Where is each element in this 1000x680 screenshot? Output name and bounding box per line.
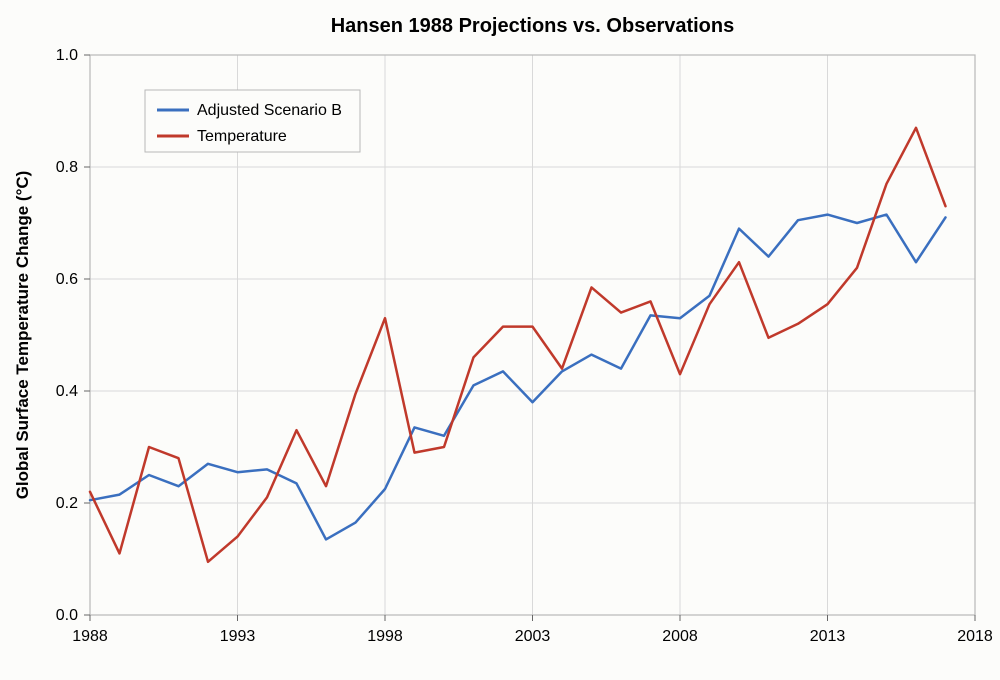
x-tick-label: 2008 (662, 628, 698, 645)
y-tick-label: 0.0 (56, 607, 78, 624)
line-chart: Hansen 1988 Projections vs. Observations… (0, 0, 1000, 680)
y-tick-label: 0.4 (56, 383, 78, 400)
y-tick-label: 1.0 (56, 47, 78, 64)
x-tick-label: 1988 (72, 628, 108, 645)
legend-label: Adjusted Scenario B (197, 102, 342, 119)
x-tick-label: 1998 (367, 628, 403, 645)
x-tick-label: 2013 (810, 628, 846, 645)
x-tick-label: 1993 (220, 628, 256, 645)
y-axis-label: Global Surface Temperature Change (°C) (13, 171, 32, 500)
y-tick-label: 0.6 (56, 271, 78, 288)
legend: Adjusted Scenario B Temperature (145, 90, 360, 152)
chart-title: Hansen 1988 Projections vs. Observations (331, 15, 735, 37)
chart-svg: Hansen 1988 Projections vs. Observations… (0, 0, 1000, 680)
x-tick-label: 2018 (957, 628, 993, 645)
y-tick-label: 0.8 (56, 159, 78, 176)
y-tick-label: 0.2 (56, 495, 78, 512)
x-tick-label: 2003 (515, 628, 551, 645)
legend-label: Temperature (197, 128, 287, 145)
